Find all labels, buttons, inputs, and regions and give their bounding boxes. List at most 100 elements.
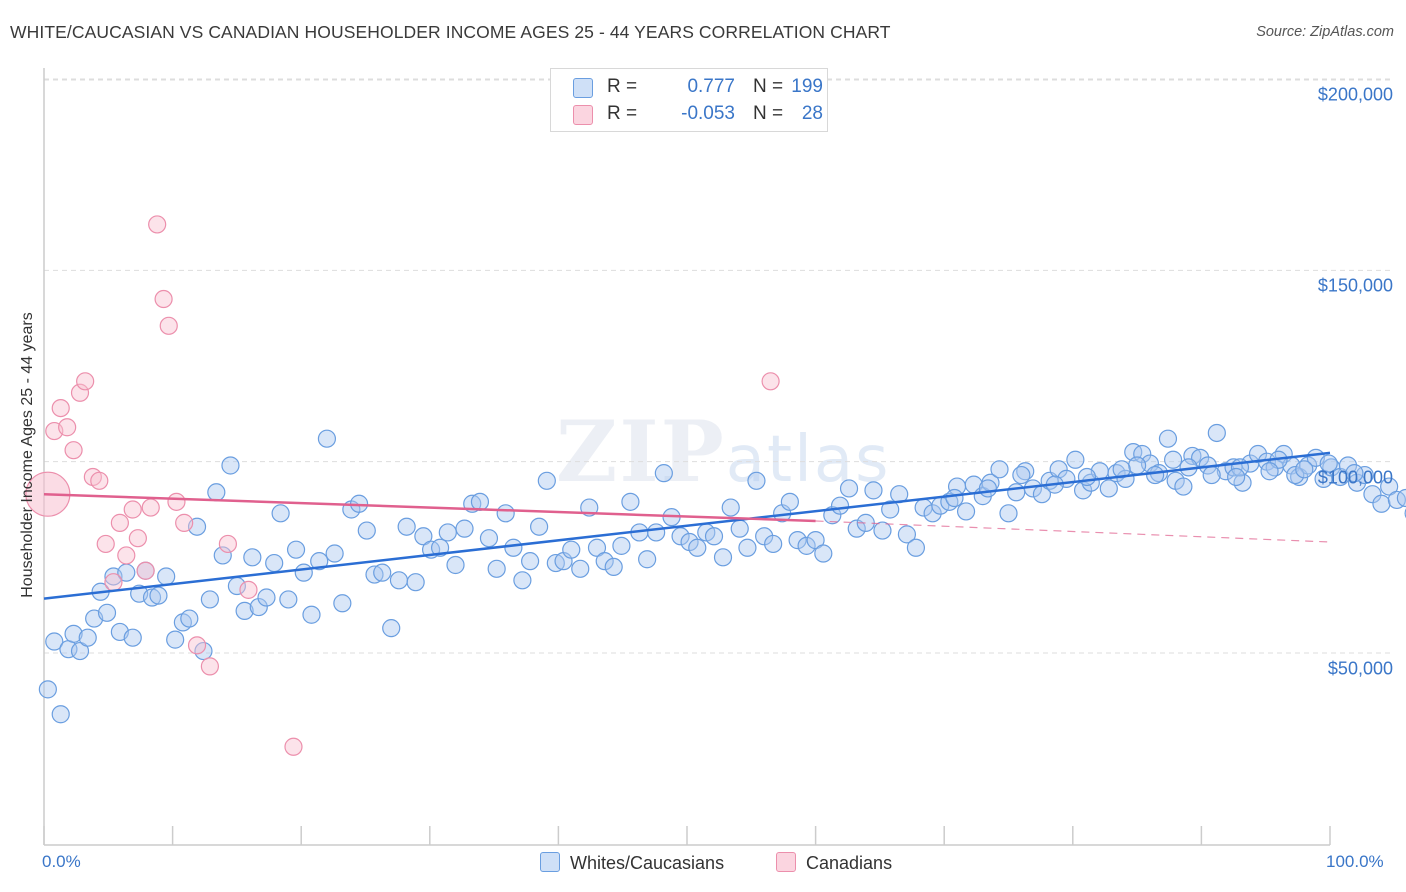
data-point-whites <box>671 527 690 546</box>
data-point-whites <box>788 531 807 550</box>
data-point-whites <box>1202 465 1221 485</box>
legend-swatch-blue <box>573 78 593 98</box>
data-point-whites <box>806 531 825 550</box>
data-point-whites <box>97 603 117 622</box>
data-point-whites <box>200 590 219 609</box>
bottom-legend-swatch-blue <box>540 852 560 872</box>
data-point-whites <box>738 538 757 557</box>
data-point-whites <box>438 523 457 542</box>
watermark-sub: atlas <box>725 423 891 497</box>
data-point-whites <box>166 630 185 649</box>
data-point-whites <box>713 548 733 567</box>
data-point-whites <box>257 588 276 607</box>
data-point-canadians <box>104 573 123 592</box>
data-point-whites <box>149 586 168 605</box>
data-point-whites <box>612 536 631 555</box>
legend-n-value: 28 <box>801 103 823 124</box>
data-point-whites <box>999 504 1018 523</box>
data-point-whites <box>142 588 162 607</box>
trend-line-canadians <box>43 492 816 523</box>
data-point-canadians <box>117 546 136 565</box>
data-point-whites <box>595 552 614 571</box>
data-point-whites <box>504 538 523 557</box>
data-point-whites <box>310 552 329 571</box>
axes <box>43 68 1331 846</box>
data-point-whites <box>1066 450 1085 469</box>
data-point-whites <box>797 536 816 555</box>
data-point-canadians <box>64 441 83 460</box>
data-point-whites <box>221 456 240 475</box>
data-point-whites <box>243 548 262 567</box>
data-point-whites <box>235 601 254 621</box>
data-point-canadians <box>218 534 237 554</box>
data-point-whites <box>157 567 176 586</box>
data-point-whites <box>207 483 226 502</box>
x-tick-label-max: 100.0% <box>1326 852 1384 871</box>
data-point-whites <box>688 538 707 557</box>
data-point-canadians <box>70 383 90 402</box>
data-point-canadians <box>96 534 115 554</box>
data-point-whites <box>249 597 268 617</box>
data-point-whites <box>470 492 490 511</box>
data-point-whites <box>1124 443 1143 462</box>
bottom-legend-label: Whites/Caucasians <box>570 853 725 873</box>
data-point-whites <box>747 471 766 490</box>
data-point-whites <box>123 628 142 647</box>
data-point-whites <box>414 527 433 546</box>
data-point-whites <box>1158 429 1178 448</box>
data-point-whites <box>873 521 892 540</box>
data-point-whites <box>406 573 425 592</box>
data-point-whites <box>1345 464 1364 483</box>
data-point-whites <box>70 641 90 661</box>
data-point-whites <box>604 557 623 577</box>
data-point-whites <box>881 500 900 519</box>
data-point-whites <box>279 590 298 609</box>
watermark-main: ZIP <box>556 402 726 501</box>
data-point-whites <box>647 523 666 542</box>
legend-swatch-pink <box>573 105 593 125</box>
data-point-whites <box>271 504 290 523</box>
data-point-whites <box>38 680 57 699</box>
data-point-whites <box>956 502 976 521</box>
data-point-whites <box>730 519 749 538</box>
legend-r-label: R = <box>607 76 638 97</box>
data-point-whites <box>64 624 83 643</box>
data-point-canadians <box>110 513 129 532</box>
data-point-canadians <box>76 372 95 391</box>
data-point-whites <box>780 492 799 511</box>
legend-n-value: 199 <box>791 76 823 97</box>
data-point-canadians <box>136 561 155 580</box>
data-point-whites <box>906 538 926 557</box>
data-point-whites <box>571 559 590 578</box>
bottom-legend-swatch-pink <box>776 852 796 872</box>
data-point-canadians <box>128 529 147 548</box>
data-point-whites <box>638 550 657 569</box>
data-point-whites <box>479 529 499 548</box>
data-point-canadians <box>239 580 258 599</box>
data-point-whites <box>654 464 673 483</box>
legend-n-label: N = <box>753 76 784 97</box>
data-point-whites <box>325 544 344 563</box>
data-point-canadians <box>761 372 780 391</box>
data-point-whites <box>847 519 866 538</box>
y-axis-label: Householder Income Ages 25 - 44 years <box>19 312 36 598</box>
legend-r-value: 0.777 <box>687 76 735 97</box>
data-point-whites <box>1174 477 1193 496</box>
data-point-whites <box>1380 477 1399 496</box>
data-point-whites <box>1372 494 1391 513</box>
data-point-whites <box>496 504 515 523</box>
data-point-canadians <box>200 657 219 676</box>
data-point-whites <box>945 488 964 508</box>
y-tick-label: $100,000 <box>1317 467 1393 488</box>
data-point-whites <box>897 525 917 544</box>
data-point-whites <box>1133 444 1152 464</box>
data-point-whites <box>530 517 549 536</box>
data-point-whites <box>1164 450 1183 469</box>
data-point-whites <box>587 538 607 557</box>
data-point-whites <box>978 479 998 498</box>
data-point-canadians <box>123 500 142 519</box>
series-whites-points <box>38 423 1406 724</box>
data-point-whites <box>562 540 581 559</box>
legend: R = 0.777 N = 199 R = -0.053 N = 28 <box>550 68 828 132</box>
chart-title: WHITE/CAUCASIAN VS CANADIAN HOUSEHOLDER … <box>10 22 891 42</box>
